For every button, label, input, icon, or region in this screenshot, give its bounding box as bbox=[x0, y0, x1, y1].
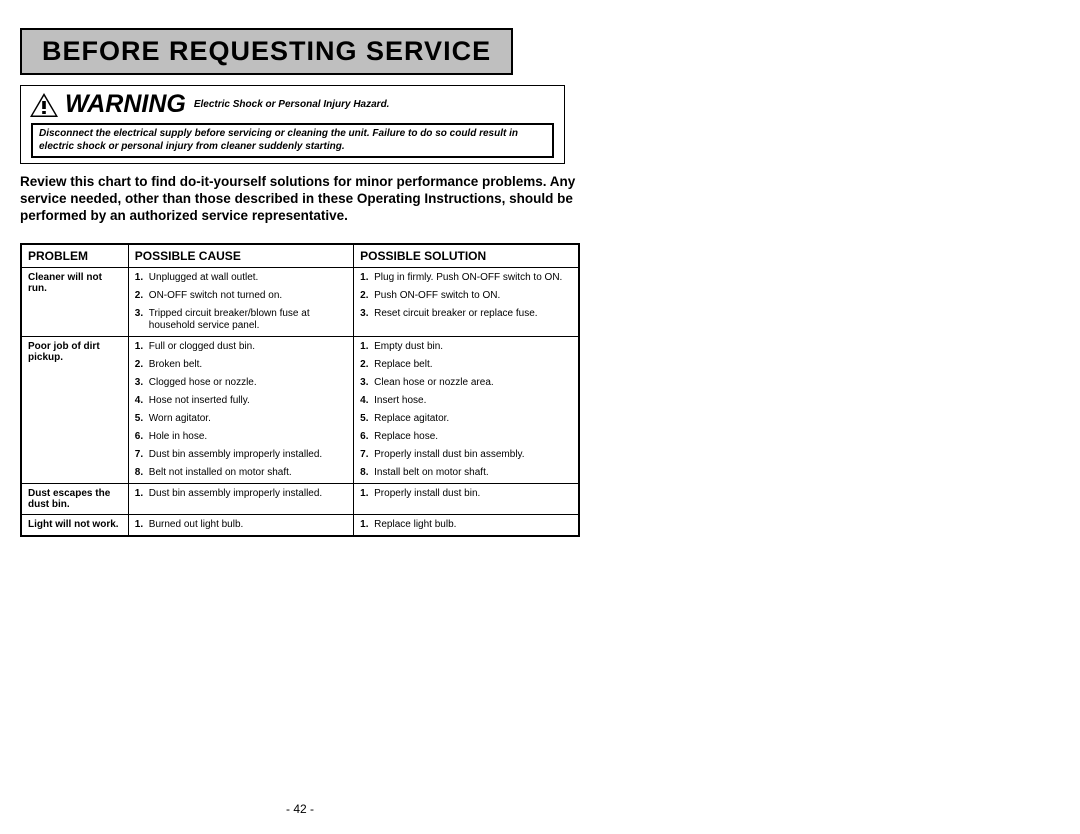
list-item: 7.Dust bin assembly improperly installed… bbox=[135, 449, 347, 461]
list-item: 2.Broken belt. bbox=[135, 359, 347, 371]
list-item: 4.Insert hose. bbox=[360, 395, 572, 407]
list-item: 3.Clogged hose or nozzle. bbox=[135, 377, 347, 389]
section-title: BEFORE REQUESTING SERVICE bbox=[42, 36, 491, 66]
list-item: 1.Unplugged at wall outlet. bbox=[135, 272, 347, 284]
cause-cell: 1.Burned out light bulb. bbox=[128, 514, 353, 536]
col-header-problem: PROBLEM bbox=[21, 244, 128, 268]
solution-cell: 1.Empty dust bin. 2.Replace belt. 3.Clean … bbox=[354, 336, 579, 483]
warning-body-box: Disconnect the electrical supply before … bbox=[31, 123, 554, 158]
solution-cell: 1.Plug in firmly. Push ON-OFF switch to … bbox=[354, 267, 579, 336]
table-row: Light will not work. 1.Burned out light b… bbox=[21, 514, 579, 536]
warning-triangle-icon bbox=[29, 92, 59, 118]
list-item: 7.Properly install dust bin assembly. bbox=[360, 449, 572, 461]
problem-cell: Light will not work. bbox=[21, 514, 128, 536]
list-item: 5.Replace agitator. bbox=[360, 413, 572, 425]
problem-cell: Poor job of dirt pickup. bbox=[21, 336, 128, 483]
table-body: Cleaner will not run.1.Unplugged at wall… bbox=[21, 267, 579, 536]
list-item: 3.Clean hose or nozzle area. bbox=[360, 377, 572, 389]
warning-body-text: Disconnect the electrical supply before … bbox=[39, 128, 546, 153]
col-header-solution: POSSIBLE SOLUTION bbox=[354, 244, 579, 268]
list-item: 2.ON-OFF switch not turned on. bbox=[135, 290, 347, 302]
page-number: - 42 - bbox=[20, 802, 580, 816]
list-item: 8.Belt not installed on motor shaft. bbox=[135, 467, 347, 479]
list-item: 1.Plug in firmly. Push ON-OFF switch to … bbox=[360, 272, 572, 284]
table-header-row: PROBLEM POSSIBLE CAUSE POSSIBLE SOLUTION bbox=[21, 244, 579, 268]
list-item: 4.Hose not inserted fully. bbox=[135, 395, 347, 407]
list-item: 6.Replace hose. bbox=[360, 431, 572, 443]
cause-cell: 1.Full or clogged dust bin. 2.Broken belt… bbox=[128, 336, 353, 483]
review-text: Review this chart to find do-it-yourself… bbox=[20, 174, 580, 225]
list-item: 1.Properly install dust bin. bbox=[360, 488, 572, 500]
cause-cell: 1.Unplugged at wall outlet. 2.ON-OFF swit… bbox=[128, 267, 353, 336]
cause-cell: 1.Dust bin assembly improperly installed… bbox=[128, 483, 353, 514]
list-item: 6.Hole in hose. bbox=[135, 431, 347, 443]
list-item: 3.Reset circuit breaker or replace fuse. bbox=[360, 308, 572, 320]
list-item: 1.Dust bin assembly improperly installed… bbox=[135, 488, 347, 500]
list-item: 1.Burned out light bulb. bbox=[135, 519, 347, 531]
warning-box: WARNING Electric Shock or Personal Injur… bbox=[20, 85, 565, 164]
table-row: Poor job of dirt pickup.1.Full or clogge… bbox=[21, 336, 579, 483]
list-item: 2.Push ON-OFF switch to ON. bbox=[360, 290, 572, 302]
table-row: Dust escapes the dust bin. 1.Dust bin ass… bbox=[21, 483, 579, 514]
list-item: 3.Tripped circuit breaker/blown fuse at … bbox=[135, 308, 347, 332]
list-item: 2.Replace belt. bbox=[360, 359, 572, 371]
list-item: 1.Full or clogged dust bin. bbox=[135, 341, 347, 353]
problem-cell: Cleaner will not run. bbox=[21, 267, 128, 336]
warning-subtitle: Electric Shock or Personal Injury Hazard… bbox=[194, 99, 390, 110]
list-item: 1.Empty dust bin. bbox=[360, 341, 572, 353]
solution-cell: 1.Replace light bulb. bbox=[354, 514, 579, 536]
list-item: 5.Worn agitator. bbox=[135, 413, 347, 425]
problem-cell: Dust escapes the dust bin. bbox=[21, 483, 128, 514]
col-header-cause: POSSIBLE CAUSE bbox=[128, 244, 353, 268]
section-title-box: BEFORE REQUESTING SERVICE bbox=[20, 28, 513, 75]
list-item: 8.Install belt on motor shaft. bbox=[360, 467, 572, 479]
table-row: Cleaner will not run.1.Unplugged at wall… bbox=[21, 267, 579, 336]
list-item: 1.Replace light bulb. bbox=[360, 519, 572, 531]
troubleshoot-table: PROBLEM POSSIBLE CAUSE POSSIBLE SOLUTION… bbox=[20, 243, 580, 537]
warning-word: WARNING bbox=[65, 90, 186, 119]
solution-cell: 1.Properly install dust bin. bbox=[354, 483, 579, 514]
warning-header: WARNING Electric Shock or Personal Injur… bbox=[21, 86, 564, 123]
